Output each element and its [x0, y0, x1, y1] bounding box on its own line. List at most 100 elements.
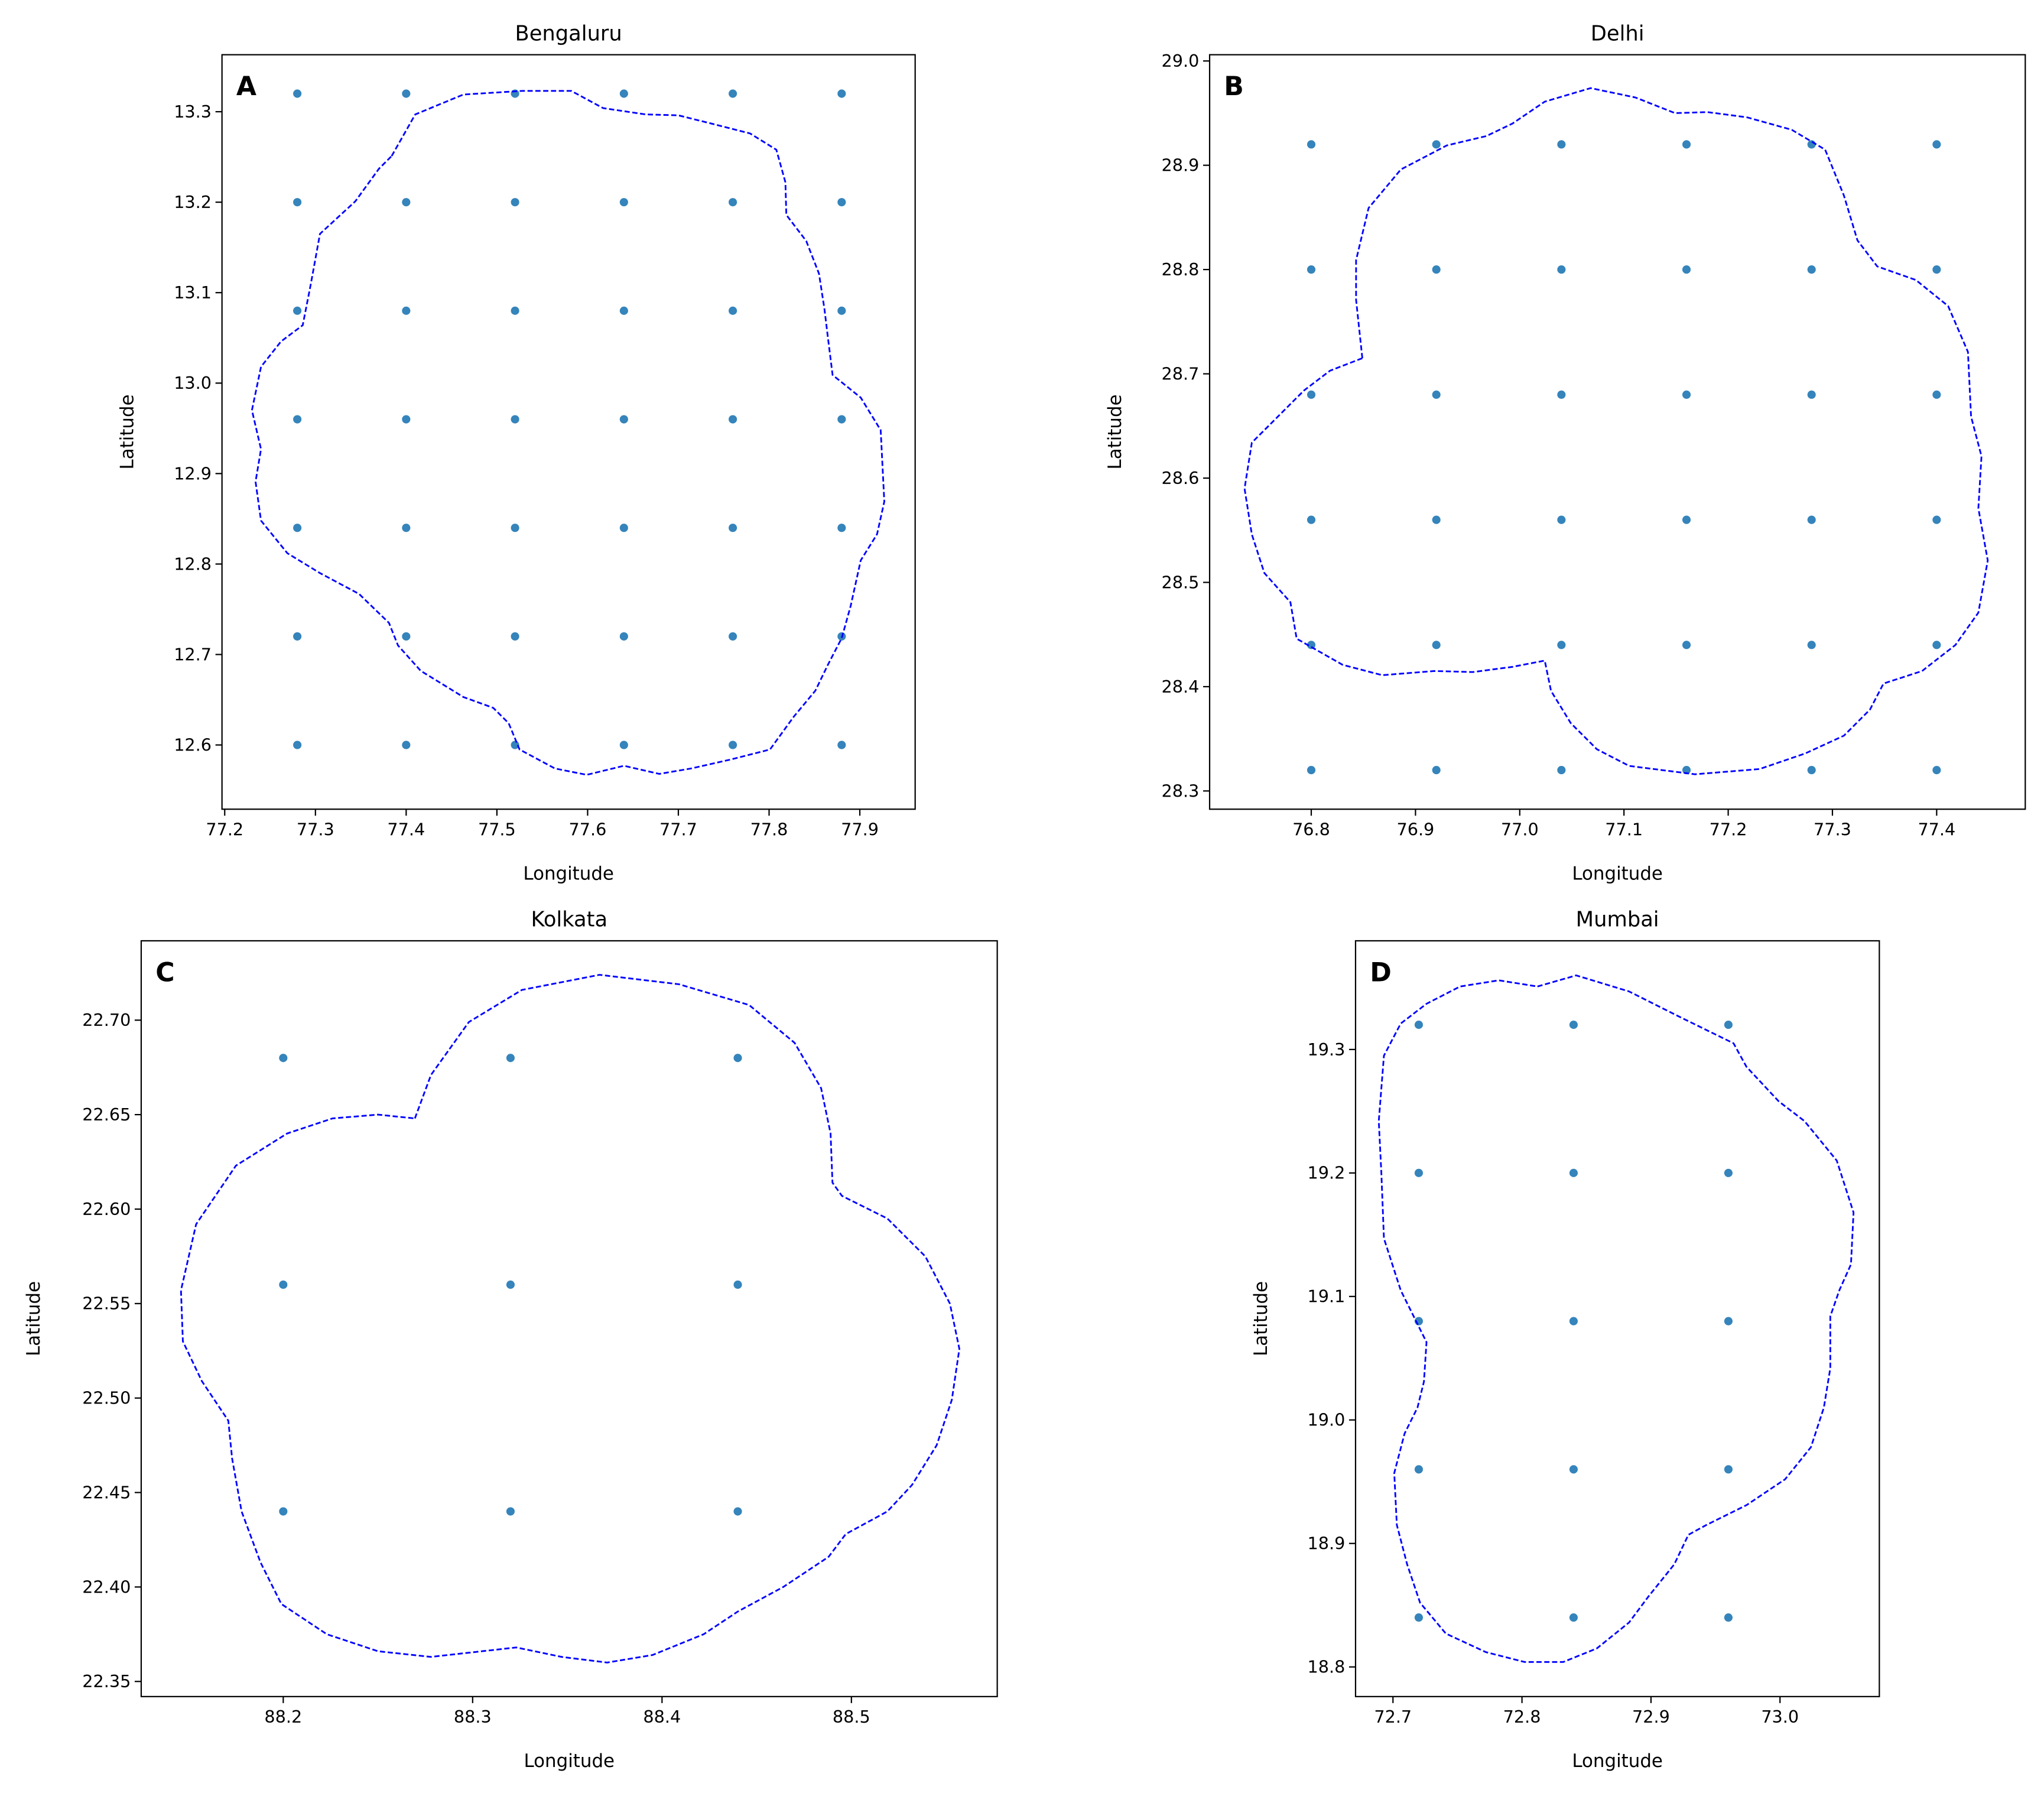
- point: [1414, 1613, 1423, 1622]
- point: [1807, 140, 1816, 149]
- point: [1569, 1021, 1578, 1029]
- point: [506, 1280, 515, 1289]
- panel-label: D: [1370, 957, 1392, 988]
- point: [1432, 390, 1441, 399]
- x-tick-label: 77.5: [478, 819, 516, 839]
- subplot: 76.8 76.9 77.0 77.1 77.2 77.3 77.4 28.3 28.4 28.5…: [1104, 21, 2026, 884]
- point: [1724, 1168, 1733, 1177]
- x-tick-label: 72.9: [1632, 1707, 1670, 1727]
- point: [837, 740, 846, 749]
- point: [402, 632, 411, 641]
- point: [1307, 515, 1316, 524]
- x-tick-label: 77.0: [1501, 819, 1539, 839]
- axes-frame: [140, 940, 998, 1697]
- axes-frame: [1208, 54, 2026, 810]
- x-axis-label: Longitude: [1572, 1750, 1662, 1772]
- point: [1682, 140, 1691, 149]
- point: [1724, 1317, 1733, 1326]
- x-tick-label: 77.9: [841, 819, 879, 839]
- y-axis-label: Latitude: [1250, 1281, 1272, 1356]
- panel-label: A: [236, 72, 256, 102]
- point: [1307, 766, 1316, 775]
- point: [1807, 515, 1816, 524]
- point: [293, 524, 302, 532]
- y-tick-label: 19.2: [1308, 1163, 1346, 1183]
- y-tick-label: 28.9: [1162, 155, 1200, 176]
- point: [1682, 390, 1691, 399]
- point: [729, 89, 737, 98]
- point: [1557, 766, 1566, 775]
- subplot: 77.2 77.3 77.4 77.5 77.6 77.7 77.8 77.9 12.6 12.7…: [117, 21, 916, 884]
- y-tick-label: 28.6: [1162, 468, 1200, 488]
- point: [1432, 515, 1441, 524]
- point: [1932, 390, 1941, 399]
- y-tick-label: 22.55: [82, 1294, 131, 1314]
- y-tick-label: 19.0: [1308, 1410, 1346, 1430]
- point: [1932, 766, 1941, 775]
- point: [506, 1054, 515, 1063]
- point: [619, 524, 628, 532]
- x-tick-label: 77.6: [569, 819, 607, 839]
- point: [837, 89, 846, 98]
- point: [1932, 140, 1941, 149]
- point: [293, 198, 302, 207]
- x-axis-label: Longitude: [524, 1750, 615, 1772]
- title: Kolkata: [531, 908, 607, 932]
- point: [619, 632, 628, 641]
- x-tick-label: 76.8: [1292, 819, 1330, 839]
- x-tick-label: 72.8: [1503, 1707, 1541, 1727]
- point: [1932, 265, 1941, 274]
- point: [733, 1280, 742, 1289]
- point: [619, 740, 628, 749]
- point: [729, 415, 737, 424]
- point: [729, 632, 737, 641]
- x-axis-label: Longitude: [523, 863, 613, 884]
- y-tick-label: 18.9: [1308, 1534, 1346, 1554]
- x-tick-label: 88.2: [264, 1707, 302, 1727]
- y-axis-label: Latitude: [23, 1281, 44, 1356]
- point: [1724, 1613, 1733, 1622]
- panel-label: B: [1224, 72, 1244, 102]
- point: [1414, 1021, 1423, 1029]
- point: [511, 415, 519, 424]
- point: [402, 89, 411, 98]
- point: [1807, 390, 1816, 399]
- point: [1307, 390, 1316, 399]
- point: [729, 524, 737, 532]
- point: [1682, 641, 1691, 649]
- y-tick-label: 22.35: [82, 1671, 131, 1691]
- point: [279, 1280, 288, 1289]
- point: [1807, 641, 1816, 649]
- x-tick-label: 77.7: [659, 819, 697, 839]
- point: [279, 1054, 288, 1063]
- point: [729, 198, 737, 207]
- x-tick-label: 88.3: [454, 1707, 492, 1727]
- point: [619, 89, 628, 98]
- point: [1932, 641, 1941, 649]
- y-tick-label: 12.8: [174, 554, 212, 574]
- point: [511, 524, 519, 532]
- x-tick-label: 77.8: [750, 819, 788, 839]
- y-tick-label: 22.45: [82, 1482, 131, 1502]
- y-tick-label: 12.9: [174, 463, 212, 483]
- point: [402, 415, 411, 424]
- point: [1414, 1168, 1423, 1177]
- y-tick-label: 19.1: [1308, 1287, 1346, 1307]
- y-tick-label: 28.4: [1162, 677, 1200, 697]
- point: [1307, 265, 1316, 274]
- y-tick-label: 22.70: [82, 1010, 131, 1030]
- point: [1569, 1168, 1578, 1177]
- point: [1682, 515, 1691, 524]
- point: [619, 306, 628, 315]
- point: [619, 198, 628, 207]
- y-tick-label: 13.1: [174, 282, 212, 303]
- point: [511, 198, 519, 207]
- point: [729, 740, 737, 749]
- point: [1432, 766, 1441, 775]
- boundary-line: [1243, 87, 1989, 775]
- title: Mumbai: [1576, 908, 1659, 932]
- point: [1569, 1317, 1578, 1326]
- point: [293, 306, 302, 315]
- point: [1414, 1465, 1423, 1474]
